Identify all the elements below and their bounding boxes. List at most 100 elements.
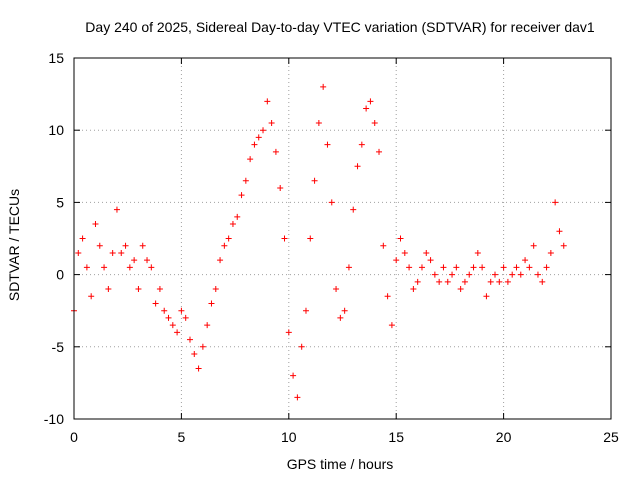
data-point [264,98,271,105]
data-point [199,343,206,350]
data-point [436,278,443,285]
data-point [320,83,327,90]
data-point [169,322,176,329]
data-point [281,235,288,242]
data-point [294,394,301,401]
data-point [440,264,447,271]
data-point [350,206,357,213]
data-point [474,249,481,256]
data-point [225,235,232,242]
data-point [444,278,451,285]
data-point [345,264,352,271]
data-point [268,119,275,126]
data-point [113,206,120,213]
data-point [195,365,202,372]
data-point [522,257,529,264]
data-point [88,293,95,300]
data-point [79,235,86,242]
y-ticks: -10 -5 0 5 10 15 [44,50,611,427]
data-point [418,264,425,271]
data-point [496,278,503,285]
data-point [410,286,417,293]
data-point [337,314,344,321]
data-point [504,278,511,285]
data-point [431,271,438,278]
data-point [487,278,494,285]
data-point [75,249,82,256]
data-point [333,286,340,293]
data-point [298,343,305,350]
data-point [423,249,430,256]
data-point [307,235,314,242]
data-point [242,177,249,184]
data-point [363,105,370,112]
data-point [255,134,262,141]
data-point [470,264,477,271]
data-point [401,249,408,256]
data-point [461,278,468,285]
x-ticks: 0 5 10 15 20 25 [70,58,619,445]
chart-title: Day 240 of 2025, Sidereal Day-to-day VTE… [85,19,595,35]
data-point [122,242,129,249]
y-tick-label: -5 [52,339,65,355]
data-point [144,257,151,264]
data-point [229,221,236,228]
data-point [212,286,219,293]
data-point [341,307,348,314]
data-point [92,221,99,228]
data-point [388,322,395,329]
data-point [539,278,546,285]
x-tick-label: 25 [603,429,619,445]
data-point [427,257,434,264]
data-point [354,163,361,170]
data-point [492,271,499,278]
x-tick-label: 10 [281,429,297,445]
data-point [251,141,258,148]
y-tick-label: 15 [48,50,64,66]
grid-lines [74,58,611,419]
data-point [217,257,224,264]
data-point [552,199,559,206]
plot-frame [73,57,612,420]
data-point [393,257,400,264]
data-point [315,119,322,126]
data-point [109,249,116,256]
data-point [457,286,464,293]
data-point [500,264,507,271]
data-point [449,271,456,278]
data-point [234,213,241,220]
data-point [324,141,331,148]
data-point [526,264,533,271]
data-point [311,177,318,184]
data-point [384,293,391,300]
data-point [367,98,374,105]
data-point [221,242,228,249]
x-tick-label: 5 [178,429,186,445]
data-point [277,184,284,191]
data-point [453,264,460,271]
data-point [148,264,155,271]
data-point [182,314,189,321]
data-point [135,286,142,293]
data-point [509,271,516,278]
data-point [328,199,335,206]
data-point [543,264,550,271]
data-point [191,351,198,358]
y-tick-label: 5 [56,194,64,210]
data-point [131,257,138,264]
data-point [556,228,563,235]
data-point [483,293,490,300]
data-point [380,242,387,249]
data-point [534,271,541,278]
data-point [96,242,103,249]
data-point [208,300,215,307]
data-point [376,148,383,155]
data-point [105,286,112,293]
data-point [285,329,292,336]
data-point [165,314,172,321]
data-point [560,242,567,249]
data-point [530,242,537,249]
y-tick-label: -10 [44,411,64,427]
data-point [397,235,404,242]
